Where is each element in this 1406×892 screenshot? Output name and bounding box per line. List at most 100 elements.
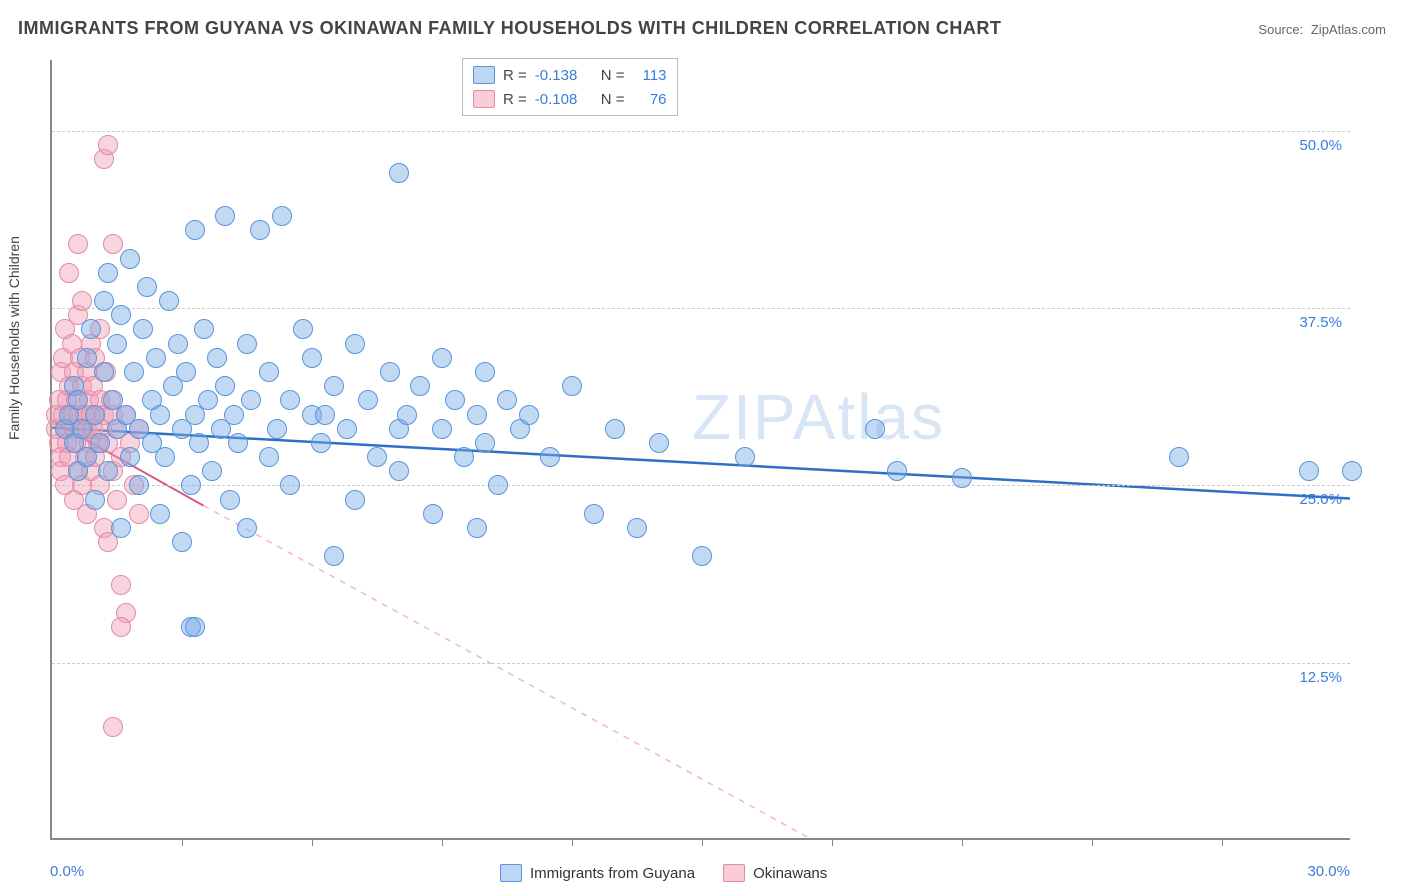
- blue-series-point: [98, 461, 118, 481]
- blue-series-point: [423, 504, 443, 524]
- pink-series-point: [59, 263, 79, 283]
- blue-series-point: [475, 362, 495, 382]
- blue-series-point: [176, 362, 196, 382]
- blue-series-point: [77, 348, 97, 368]
- blue-series-point: [887, 461, 907, 481]
- blue-series-point: [380, 362, 400, 382]
- pink-series-point: [103, 234, 123, 254]
- legend-bottom-item: Okinawans: [723, 864, 827, 882]
- x-tick: [1222, 838, 1223, 846]
- blue-series-point: [155, 447, 175, 467]
- blue-series-point: [85, 405, 105, 425]
- pink-series-point: [72, 291, 92, 311]
- pink-series-point: [129, 504, 149, 524]
- blue-series-point: [150, 405, 170, 425]
- x-tick: [182, 838, 183, 846]
- blue-series-point: [94, 291, 114, 311]
- x-axis-max-label: 30.0%: [1307, 863, 1350, 880]
- blue-series-point: [185, 617, 205, 637]
- blue-series-point: [124, 362, 144, 382]
- blue-series-point: [445, 390, 465, 410]
- blue-series-point: [111, 305, 131, 325]
- blue-series-point: [358, 390, 378, 410]
- blue-series-point: [259, 362, 279, 382]
- gridline-h: [52, 663, 1350, 664]
- blue-series-point: [540, 447, 560, 467]
- blue-series-point: [649, 433, 669, 453]
- blue-series-point: [90, 433, 110, 453]
- legend-top-row: R =-0.138N =113: [473, 63, 667, 87]
- blue-series-point: [120, 447, 140, 467]
- pink-series-point: [98, 135, 118, 155]
- blue-series-point: [467, 405, 487, 425]
- blue-series-point: [159, 291, 179, 311]
- gridline-h: [52, 131, 1350, 132]
- blue-series-point: [488, 475, 508, 495]
- blue-series-point: [111, 518, 131, 538]
- x-tick: [572, 838, 573, 846]
- pink-series-point: [107, 490, 127, 510]
- blue-series-point: [345, 490, 365, 510]
- x-axis-min-label: 0.0%: [50, 863, 84, 880]
- blue-series-point: [215, 206, 235, 226]
- correlation-legend: R =-0.138N =113R =-0.108N =76: [462, 58, 678, 116]
- blue-series-point: [432, 419, 452, 439]
- blue-series-point: [237, 518, 257, 538]
- blue-series-point: [410, 376, 430, 396]
- blue-series-point: [202, 461, 222, 481]
- blue-series-point: [605, 419, 625, 439]
- blue-series-point: [133, 319, 153, 339]
- blue-series-point: [389, 163, 409, 183]
- legend-swatch: [473, 66, 495, 84]
- blue-series-point: [94, 362, 114, 382]
- blue-series-point: [241, 390, 261, 410]
- blue-series-point: [432, 348, 452, 368]
- x-tick: [442, 838, 443, 846]
- chart-title: IMMIGRANTS FROM GUYANA VS OKINAWAN FAMIL…: [18, 18, 1001, 39]
- blue-series-point: [454, 447, 474, 467]
- blue-series-point: [324, 546, 344, 566]
- legend-top-row: R =-0.108N =76: [473, 87, 667, 111]
- blue-series-point: [181, 475, 201, 495]
- blue-series-point: [311, 433, 331, 453]
- blue-series-point: [497, 390, 517, 410]
- blue-series-point: [220, 490, 240, 510]
- blue-series-point: [237, 334, 257, 354]
- blue-series-point: [389, 461, 409, 481]
- pink-trendline-extrapolated: [203, 506, 809, 838]
- blue-series-point: [85, 490, 105, 510]
- blue-series-point: [337, 419, 357, 439]
- legend-swatch: [500, 864, 522, 882]
- blue-series-point: [107, 334, 127, 354]
- blue-series-point: [137, 277, 157, 297]
- blue-series-point: [280, 475, 300, 495]
- source-label: Source:: [1258, 22, 1303, 37]
- n-value: 113: [633, 67, 667, 84]
- legend-bottom-item: Immigrants from Guyana: [500, 864, 695, 882]
- n-label: N =: [601, 91, 625, 108]
- r-label: R =: [503, 91, 527, 108]
- pink-series-point: [111, 575, 131, 595]
- blue-series-point: [562, 376, 582, 396]
- x-tick: [962, 838, 963, 846]
- x-tick: [702, 838, 703, 846]
- y-tick-label: 25.0%: [1299, 491, 1342, 508]
- blue-series-point: [324, 376, 344, 396]
- blue-series-point: [367, 447, 387, 467]
- blue-series-point: [475, 433, 495, 453]
- r-value: -0.108: [535, 91, 593, 108]
- blue-series-point: [81, 319, 101, 339]
- blue-series-point: [272, 206, 292, 226]
- blue-series-point: [584, 504, 604, 524]
- blue-series-point: [1169, 447, 1189, 467]
- blue-series-point: [692, 546, 712, 566]
- blue-series-point: [1342, 461, 1362, 481]
- blue-series-point: [1299, 461, 1319, 481]
- blue-series-point: [293, 319, 313, 339]
- legend-label: Okinawans: [753, 865, 827, 882]
- blue-series-point: [467, 518, 487, 538]
- x-tick: [1092, 838, 1093, 846]
- legend-label: Immigrants from Guyana: [530, 865, 695, 882]
- watermark: ZIPAtlas: [692, 380, 945, 454]
- legend-swatch: [723, 864, 745, 882]
